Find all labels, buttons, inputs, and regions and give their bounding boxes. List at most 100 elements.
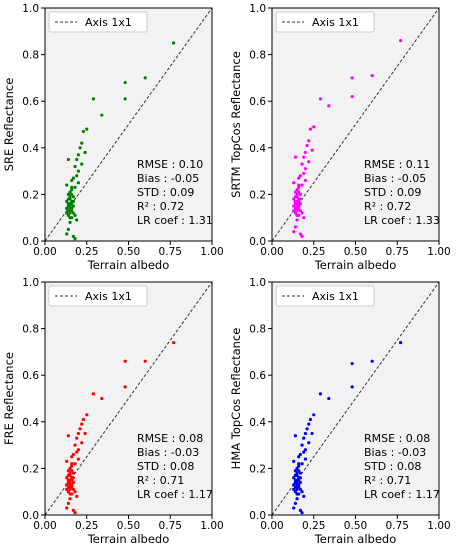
stat-line: Bias : -0.03 (137, 446, 199, 459)
x-tick-label: 0.50 (344, 520, 367, 532)
y-tick-label: 0.8 (22, 50, 39, 62)
data-point (76, 431, 80, 436)
data-point (303, 431, 307, 436)
legend-label: Axis 1x1 (312, 290, 359, 303)
data-point (295, 213, 299, 217)
stat-line: STD : 0.08 (137, 460, 194, 473)
data-point (91, 97, 96, 101)
data-point (300, 234, 304, 238)
x-tick-label: 0.50 (344, 246, 367, 258)
data-point (310, 148, 314, 152)
data-point (303, 448, 307, 452)
y-tick-label: 0.4 (22, 417, 39, 429)
y-tick-label: 0.6 (22, 96, 39, 108)
data-point (71, 199, 75, 203)
data-point (297, 455, 301, 459)
data-point (295, 473, 299, 477)
data-point (68, 466, 72, 470)
data-point (297, 183, 301, 187)
data-point (298, 202, 302, 206)
data-point (302, 171, 306, 176)
data-point (68, 485, 72, 489)
data-point (171, 41, 176, 45)
data-point (298, 480, 302, 484)
y-tick-label: 0.2 (22, 189, 39, 201)
x-axis-label: Terrain albedo (314, 258, 397, 272)
data-point (310, 431, 314, 436)
data-point (295, 188, 299, 192)
y-tick-label: 1.0 (22, 277, 39, 289)
stat-line: RMSE : 0.10 (137, 158, 203, 171)
y-tick-label: 0.4 (249, 143, 266, 155)
stat-line: Bias : -0.03 (364, 446, 426, 459)
data-point (73, 237, 77, 241)
data-point (295, 204, 299, 208)
x-axis-label: Terrain albedo (87, 532, 170, 546)
data-point (68, 204, 72, 208)
data-point (65, 459, 69, 464)
data-point (298, 476, 302, 480)
y-axis-label: FRE Reflectance (2, 352, 16, 445)
data-point (297, 190, 301, 194)
data-point (302, 494, 306, 498)
x-tick-label: 0.25 (75, 520, 98, 532)
data-point (68, 197, 72, 201)
data-point (80, 162, 84, 166)
data-point (71, 211, 75, 215)
data-point (66, 227, 70, 231)
x-tick-label: 0.25 (75, 246, 98, 258)
data-point (75, 494, 79, 498)
data-point (66, 157, 70, 162)
stat-line: RMSE : 0.08 (364, 432, 430, 445)
stat-line: LR coef : 1.31 (137, 214, 213, 227)
data-point (318, 97, 323, 101)
y-axis-label: SRE Reflectance (2, 78, 16, 172)
data-point (80, 441, 84, 445)
data-point (297, 478, 301, 482)
legend-box (48, 11, 148, 33)
data-point (327, 104, 331, 108)
data-point (293, 434, 297, 438)
data-point (70, 178, 74, 183)
x-tick-label: 1.00 (200, 520, 223, 532)
data-point (293, 490, 297, 494)
data-point (295, 483, 299, 487)
y-tick-label: 1.0 (249, 3, 266, 15)
data-point (300, 511, 304, 515)
stat-line: LR coef : 1.17 (364, 488, 440, 501)
legend-label: Axis 1x1 (312, 16, 359, 29)
x-tick-label: 0.75 (386, 246, 409, 258)
data-point (297, 185, 301, 190)
data-point (83, 150, 87, 155)
chart-panel-hma: 0.00 0.25 0.50 0.75 1.00 0.0 0.2 0.4 0.6 0.8 1.0 Te… (229, 277, 451, 546)
data-point (75, 157, 79, 162)
y-axis-label: HMA TopCos Reflectance (229, 328, 243, 470)
data-point (300, 183, 304, 187)
data-point (68, 209, 72, 213)
data-point (65, 476, 69, 480)
x-tick-label: 0.25 (302, 246, 325, 258)
data-point (76, 153, 80, 157)
y-tick-label: 0.2 (249, 189, 266, 201)
data-point (68, 471, 72, 475)
data-point (65, 487, 69, 491)
data-point (68, 483, 72, 487)
data-point (398, 39, 403, 43)
data-point (71, 480, 75, 484)
data-point (295, 206, 299, 210)
y-tick-label: 0.0 (249, 236, 266, 248)
data-point (350, 385, 354, 389)
x-tick-label: 0.50 (117, 520, 140, 532)
data-point (370, 73, 374, 78)
data-point (76, 457, 80, 461)
data-point (68, 480, 72, 484)
stat-line: RMSE : 0.08 (137, 432, 203, 445)
data-point (68, 195, 72, 199)
y-tick-label: 0.6 (249, 370, 266, 382)
data-point (318, 392, 323, 396)
y-tick-label: 0.8 (22, 324, 39, 336)
data-point (292, 487, 296, 491)
data-point (307, 441, 311, 445)
data-point (83, 431, 87, 436)
